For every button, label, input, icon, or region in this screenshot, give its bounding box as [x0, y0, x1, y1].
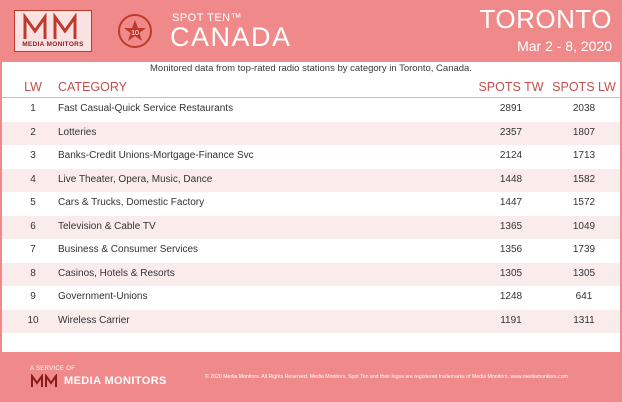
column-header-lw: LW — [24, 80, 42, 94]
star-badge-icon: 10 — [124, 20, 146, 41]
table-row: 8 Casinos, Hotels & Resorts 1305 1305 — [2, 262, 620, 286]
cell-spots-lw: 1739 — [572, 244, 596, 255]
footer-logo-text: MEDIA MONITORS — [64, 375, 167, 387]
cell-spots-tw: 1305 — [499, 267, 523, 279]
cell-spots-tw: 1448 — [499, 173, 523, 185]
cell-spots-lw: 1713 — [572, 150, 596, 161]
media-monitors-logo-icon — [23, 13, 77, 39]
cell-category: Business & Consumer Services — [58, 244, 199, 255]
copyright-text: © 2020 Media Monitors. All Rights Reserv… — [205, 374, 568, 380]
cell-lw: 5 — [30, 197, 36, 208]
table-row: 2 Lotteries 2357 1807 — [2, 121, 620, 145]
cell-spots-tw: 1191 — [500, 314, 522, 326]
city-title: TORONTO — [479, 4, 612, 34]
cell-spots-lw: 1582 — [572, 173, 596, 185]
cell-lw: 3 — [30, 150, 36, 161]
cell-spots-lw: 1311 — [573, 314, 595, 326]
cell-spots-lw: 2038 — [572, 103, 596, 114]
cell-lw: 2 — [30, 126, 36, 138]
cell-spots-tw: 2124 — [499, 150, 523, 161]
cell-spots-tw: 2357 — [499, 126, 523, 138]
cell-category: Fast Casual-Quick Service Restaurants — [58, 103, 234, 114]
cell-spots-tw: 1447 — [499, 197, 523, 208]
cell-lw: 8 — [30, 267, 36, 279]
country-title: CANADA — [170, 22, 292, 52]
table-row: 6 Television & Cable TV 1365 1049 — [2, 215, 620, 239]
cell-spots-tw: 2891 — [499, 103, 523, 114]
cell-lw: 9 — [30, 291, 36, 302]
cell-spots-tw: 1248 — [499, 291, 523, 302]
cell-category: Wireless Carrier — [58, 314, 130, 326]
cell-spots-lw: 641 — [575, 291, 593, 302]
cell-spots-lw: 1305 — [572, 267, 596, 279]
cell-lw: 6 — [30, 220, 36, 232]
cell-category: Television & Cable TV — [58, 220, 156, 232]
cell-category: Lotteries — [58, 126, 97, 138]
cell-spots-lw: 1807 — [572, 126, 596, 138]
badge-number: 10 — [131, 30, 139, 37]
cell-spots-lw: 1049 — [572, 220, 596, 232]
cell-lw: 7 — [30, 244, 36, 255]
category-table: LW CATEGORY SPOTS TW SPOTS LW 1 Fast Cas… — [2, 76, 620, 333]
table-row: 1 Fast Casual-Quick Service Restaurants … — [2, 98, 620, 122]
cell-category: Casinos, Hotels & Resorts — [58, 267, 175, 279]
cell-lw: 4 — [30, 173, 36, 185]
table-row: 5 Cars & Trucks, Domestic Factory 1447 1… — [2, 192, 620, 216]
column-header-spots-tw: SPOTS TW — [478, 80, 544, 94]
table-row: 10 Wireless Carrier 1191 1311 — [2, 309, 620, 333]
service-of-label: A SERVICE OF — [30, 366, 76, 372]
table-header: LW CATEGORY SPOTS TW SPOTS LW — [2, 76, 620, 98]
cell-category: Cars & Trucks, Domestic Factory — [58, 197, 205, 208]
cell-category: Banks-Credit Unions-Mortgage-Finance Svc — [58, 150, 254, 161]
report-subtitle: Monitored data from top-rated radio stat… — [150, 63, 472, 74]
media-monitors-logo-icon — [31, 374, 57, 387]
column-header-category: CATEGORY — [58, 80, 127, 94]
report-body: Monitored data from top-rated radio stat… — [2, 62, 620, 352]
logo-text: MEDIA MONITORS — [22, 41, 84, 48]
star-badge: 10 — [118, 14, 152, 48]
table-row: 7 Business & Consumer Services 1356 1739 — [2, 239, 620, 263]
cell-spots-tw: 1356 — [499, 244, 523, 255]
table-row: 4 Live Theater, Opera, Music, Dance 1448… — [2, 168, 620, 192]
cell-spots-tw: 1365 — [499, 220, 523, 232]
date-range: Mar 2 - 8, 2020 — [517, 38, 612, 54]
spot-ten-label: SPOT TEN™ — [172, 12, 243, 24]
table-row: 9 Government-Unions 1248 641 — [2, 286, 620, 310]
report-header: MEDIA MONITORS 10 SPOT TEN™ CANADA TORON… — [0, 0, 622, 62]
cell-category: Live Theater, Opera, Music, Dance — [58, 173, 213, 185]
table-row: 3 Banks-Credit Unions-Mortgage-Finance S… — [2, 145, 620, 169]
report-footer: A SERVICE OF MEDIA MONITORS © 2020 Media… — [0, 352, 622, 402]
footer-logo: MEDIA MONITORS — [30, 374, 170, 388]
media-monitors-logo: MEDIA MONITORS — [14, 10, 92, 52]
cell-spots-lw: 1572 — [572, 197, 596, 208]
cell-lw: 1 — [30, 103, 36, 114]
cell-lw: 10 — [27, 314, 39, 326]
cell-category: Government-Unions — [58, 291, 148, 302]
column-header-spots-lw: SPOTS LW — [552, 80, 616, 94]
